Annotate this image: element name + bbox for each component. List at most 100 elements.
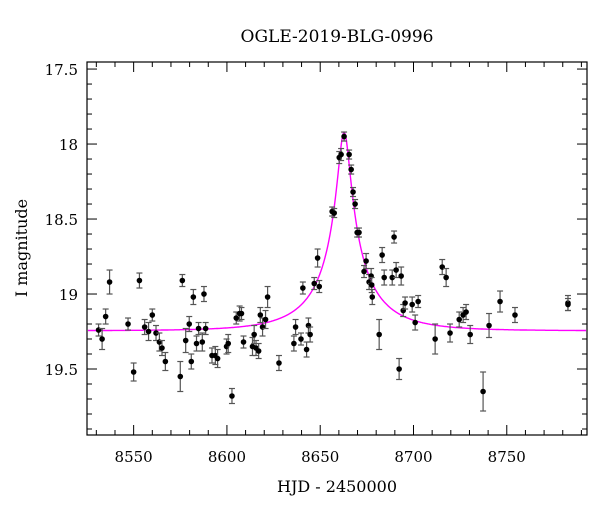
point-marker xyxy=(376,331,382,338)
point-marker xyxy=(565,301,571,308)
point-marker xyxy=(229,393,235,399)
x-axis-label: HJD - 2450000 xyxy=(277,477,397,496)
plot-frame xyxy=(86,61,588,436)
data-point xyxy=(564,297,571,312)
data-point xyxy=(447,323,454,343)
point-marker xyxy=(379,252,385,258)
point-marker xyxy=(338,151,344,158)
point-marker xyxy=(341,133,347,140)
data-point xyxy=(361,264,368,279)
data-point xyxy=(141,318,148,336)
data-point xyxy=(188,353,195,370)
point-marker xyxy=(177,373,184,380)
y-axis-label: I magnitude xyxy=(12,199,31,297)
data-point xyxy=(314,248,321,268)
data-point xyxy=(443,267,450,288)
data-point xyxy=(393,261,400,279)
data-point xyxy=(290,335,297,352)
point-marker xyxy=(303,346,310,353)
x-tick-label: 8650 xyxy=(301,448,339,466)
point-marker xyxy=(361,268,367,275)
point-marker xyxy=(291,340,297,347)
point-marker xyxy=(276,360,282,366)
data-point xyxy=(456,311,463,328)
data-point xyxy=(348,164,355,175)
point-marker xyxy=(311,280,318,287)
x-tick-label: 8600 xyxy=(208,448,246,466)
point-marker xyxy=(415,298,421,305)
data-point xyxy=(200,285,207,303)
data-point xyxy=(439,258,446,276)
data-point xyxy=(369,288,376,306)
point-marker xyxy=(300,285,306,291)
data-point xyxy=(145,321,152,342)
data-point xyxy=(412,314,419,331)
point-marker xyxy=(497,298,503,305)
point-marker xyxy=(199,339,206,345)
point-marker xyxy=(106,279,113,285)
point-marker xyxy=(255,348,262,354)
x-tick-label: 8700 xyxy=(394,448,432,466)
point-marker xyxy=(331,210,338,216)
data-point xyxy=(463,303,470,321)
point-marker xyxy=(352,201,358,207)
y-tick-label: 17.5 xyxy=(45,61,78,79)
point-marker xyxy=(264,294,271,300)
point-marker xyxy=(125,321,131,327)
point-marker xyxy=(447,330,453,336)
point-marker xyxy=(356,229,362,236)
point-marker xyxy=(314,255,321,261)
point-marker xyxy=(348,166,354,173)
point-marker xyxy=(257,312,264,318)
point-marker xyxy=(409,301,415,308)
data-point xyxy=(177,360,184,393)
data-point xyxy=(511,306,518,324)
data-point xyxy=(179,273,186,288)
point-marker xyxy=(214,355,221,362)
y-tick-label: 19.5 xyxy=(45,361,78,379)
point-marker xyxy=(307,331,313,338)
point-marker xyxy=(316,283,323,290)
point-marker xyxy=(456,316,463,323)
data-point xyxy=(346,149,353,160)
data-point xyxy=(264,285,271,309)
point-marker xyxy=(182,337,189,344)
point-marker xyxy=(162,358,169,365)
data-point xyxy=(202,321,209,336)
point-marker xyxy=(233,315,240,321)
data-point xyxy=(195,321,202,336)
point-marker xyxy=(201,291,207,297)
data-point xyxy=(193,335,200,352)
data-point xyxy=(432,323,439,355)
point-marker xyxy=(251,331,257,338)
data-point xyxy=(159,339,165,357)
point-marker xyxy=(159,345,165,351)
data-point xyxy=(225,333,232,354)
data-point xyxy=(363,252,370,270)
data-point xyxy=(409,296,416,313)
point-marker xyxy=(136,277,143,284)
point-marker xyxy=(190,294,197,300)
point-marker xyxy=(467,331,474,338)
point-marker xyxy=(225,340,232,347)
point-marker xyxy=(368,282,375,288)
tick-labels: 8550 8600 8650 8700 8750 17.5 18 18.5 19 19.5 xyxy=(45,61,526,466)
point-marker xyxy=(463,309,469,315)
point-marker xyxy=(412,319,418,326)
data-point xyxy=(99,327,106,351)
data-point xyxy=(316,279,323,294)
point-marker xyxy=(391,234,397,240)
point-marker xyxy=(398,273,404,279)
point-marker xyxy=(346,151,352,158)
data-point xyxy=(125,317,132,331)
point-marker xyxy=(396,366,402,372)
model-curve-layer xyxy=(88,131,586,332)
point-marker xyxy=(240,339,247,345)
point-marker xyxy=(262,316,269,323)
data-point xyxy=(95,323,102,337)
data-point xyxy=(376,318,383,351)
point-marker xyxy=(432,336,438,342)
data-point xyxy=(149,308,156,322)
data-point xyxy=(182,327,189,354)
